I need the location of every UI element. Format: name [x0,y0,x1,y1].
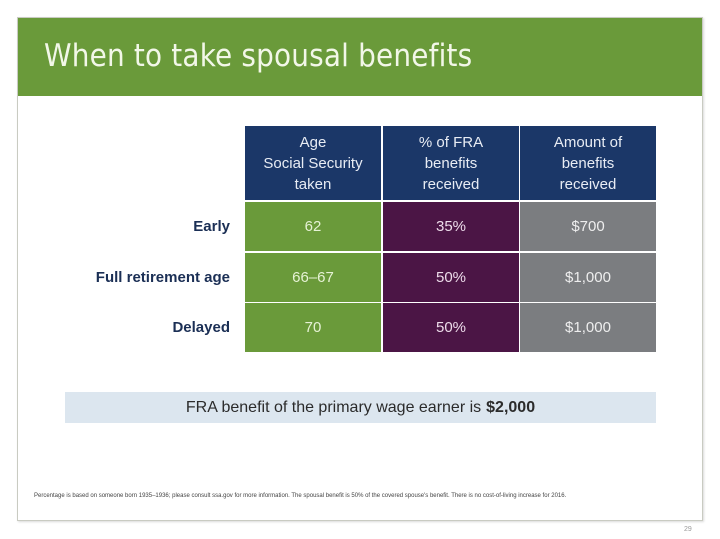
note-amount: $2,000 [486,398,536,416]
header-amount-line3: received [559,175,617,193]
header-percent: % of FRA benefits received [383,126,519,200]
cell-age: 70 [245,303,381,352]
header-age-line1: Age [299,133,327,151]
slide: When to take spousal benefits Age Social… [17,17,703,521]
cell-age: 62 [245,202,381,251]
footnote: Percentage is based on someone born 1935… [34,493,567,499]
header-age-line3: taken [294,175,332,193]
header-amount-line1: Amount of [553,133,623,151]
cell-percent: 35% [383,202,519,251]
row-label-delayed: Delayed [172,319,230,336]
header-amount-line2: benefits [561,154,615,172]
cell-amount: $1,000 [520,303,656,352]
note-text: FRA benefit of the primary wage earner i… [185,398,482,416]
header-percent-line2: benefits [424,154,478,172]
cell-amount: $700 [520,202,656,251]
header-percent-line3: received [422,175,480,193]
slide-title: When to take spousal benefits [44,38,473,74]
row-label-full-retirement-age: Full retirement age [95,269,230,286]
cell-percent: 50% [383,303,519,352]
header-age-line2: Social Security [263,154,363,172]
page-number: 29 [684,526,692,533]
cell-amount: $1,000 [520,253,656,302]
cell-percent: 50% [383,253,519,302]
cell-age: 66–67 [245,253,381,302]
primary-earner-note: FRA benefit of the primary wage earner i… [65,392,656,423]
header-age: Age Social Security taken [245,126,381,200]
title-bar: When to take spousal benefits [18,18,702,96]
header-amount: Amount of benefits received [520,126,656,200]
header-percent-line1: % of FRA [418,133,484,151]
row-label-early: Early [193,218,230,235]
